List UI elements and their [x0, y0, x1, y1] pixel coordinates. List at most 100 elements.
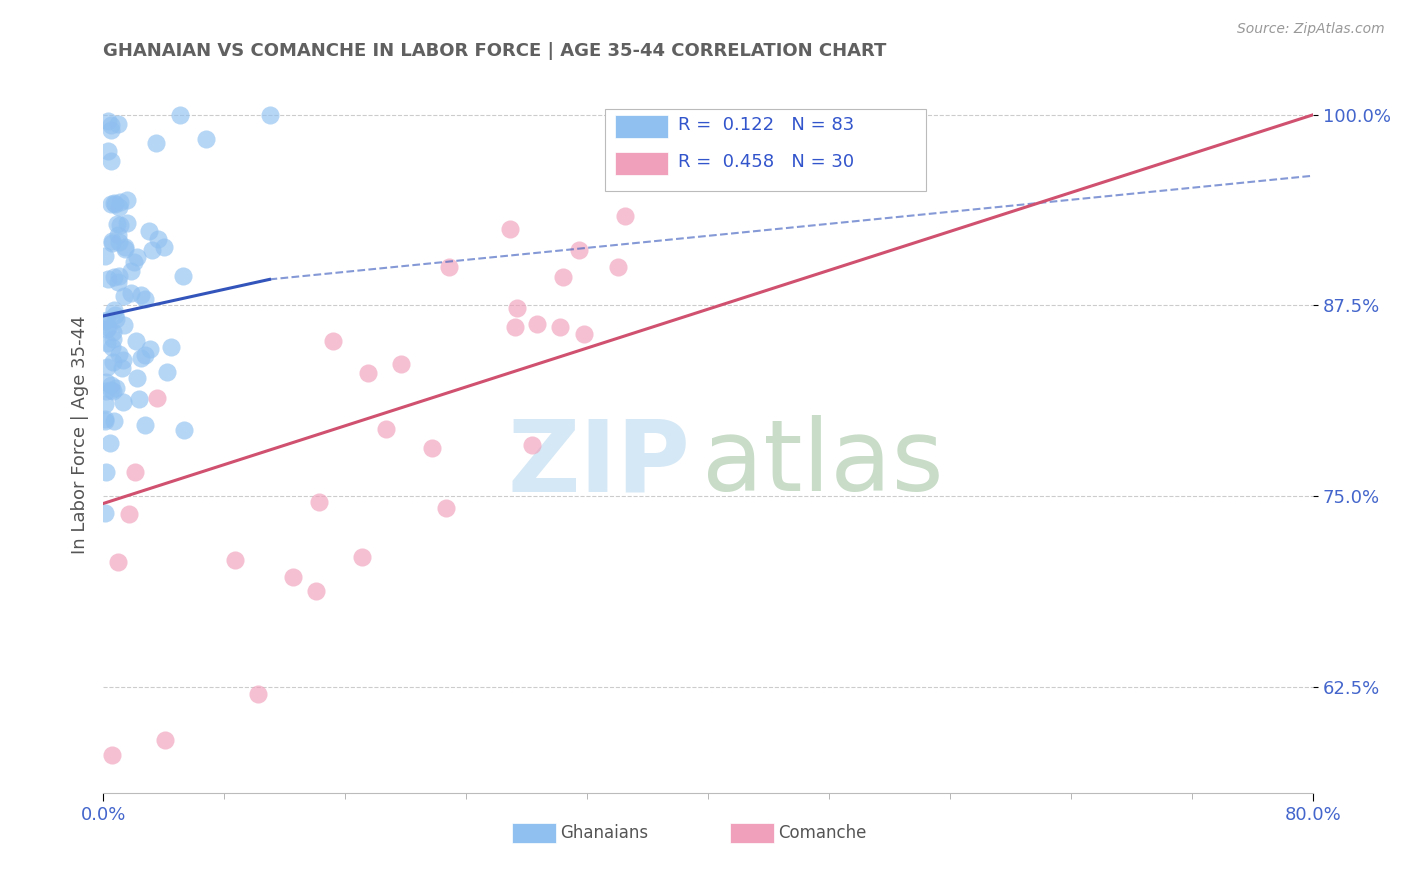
- Point: [160, 340, 183, 354]
- FancyBboxPatch shape: [730, 823, 773, 844]
- Point: [550, 320, 572, 334]
- Point: [138, 224, 160, 238]
- Point: [173, 423, 195, 437]
- Point: [526, 318, 548, 332]
- Point: [139, 342, 162, 356]
- Point: [100, 123, 122, 137]
- Point: [134, 418, 156, 433]
- Point: [129, 351, 152, 365]
- Point: [420, 441, 443, 455]
- Point: [107, 228, 129, 243]
- Point: [153, 732, 176, 747]
- Point: [93, 249, 115, 263]
- Point: [104, 311, 127, 326]
- Point: [93, 413, 115, 427]
- Point: [125, 371, 148, 385]
- FancyBboxPatch shape: [614, 114, 668, 137]
- Point: [350, 550, 373, 565]
- Point: [93, 396, 115, 410]
- Point: [120, 285, 142, 300]
- Point: [98, 436, 121, 450]
- Point: [97, 320, 120, 334]
- Point: [169, 108, 191, 122]
- Point: [120, 263, 142, 277]
- Point: [153, 239, 176, 253]
- Point: [503, 320, 526, 334]
- Point: [389, 357, 412, 371]
- Point: [105, 217, 128, 231]
- Point: [322, 334, 344, 348]
- Point: [101, 340, 124, 354]
- Text: ZIP: ZIP: [508, 415, 690, 512]
- Point: [128, 392, 150, 406]
- Point: [124, 255, 146, 269]
- Point: [437, 260, 460, 275]
- Text: Ghanaians: Ghanaians: [561, 824, 648, 842]
- Text: R =  0.458   N = 30: R = 0.458 N = 30: [678, 153, 853, 171]
- Point: [606, 260, 628, 274]
- Point: [97, 144, 120, 158]
- Point: [117, 216, 139, 230]
- Point: [434, 501, 457, 516]
- Text: atlas: atlas: [702, 415, 943, 512]
- Point: [127, 250, 149, 264]
- Point: [94, 411, 117, 425]
- Point: [93, 506, 115, 520]
- Point: [124, 465, 146, 479]
- Point: [101, 326, 124, 340]
- FancyBboxPatch shape: [614, 152, 668, 175]
- Point: [107, 275, 129, 289]
- Point: [108, 200, 131, 214]
- Point: [100, 154, 122, 169]
- Point: [103, 414, 125, 428]
- FancyBboxPatch shape: [606, 109, 927, 191]
- Point: [520, 438, 543, 452]
- Point: [141, 243, 163, 257]
- Point: [103, 196, 125, 211]
- Point: [104, 197, 127, 211]
- Point: [103, 270, 125, 285]
- Text: GHANAIAN VS COMANCHE IN LABOR FORCE | AGE 35-44 CORRELATION CHART: GHANAIAN VS COMANCHE IN LABOR FORCE | AG…: [103, 42, 887, 60]
- Point: [96, 359, 118, 374]
- Point: [145, 392, 167, 406]
- Point: [100, 377, 122, 392]
- Point: [96, 313, 118, 327]
- Point: [101, 236, 124, 251]
- Y-axis label: In Labor Force | Age 35-44: In Labor Force | Age 35-44: [72, 316, 89, 554]
- Point: [118, 507, 141, 521]
- Point: [145, 136, 167, 150]
- Point: [104, 308, 127, 322]
- Text: R =  0.122   N = 83: R = 0.122 N = 83: [678, 116, 855, 134]
- Point: [156, 365, 179, 379]
- Point: [96, 375, 118, 389]
- Point: [505, 301, 527, 316]
- Point: [172, 268, 194, 283]
- Point: [107, 347, 129, 361]
- Point: [97, 272, 120, 286]
- Point: [112, 318, 135, 332]
- Point: [108, 195, 131, 210]
- Point: [114, 239, 136, 253]
- Point: [100, 119, 122, 133]
- Point: [305, 583, 328, 598]
- Point: [614, 209, 637, 223]
- Point: [101, 748, 124, 763]
- Point: [112, 289, 135, 303]
- Point: [259, 108, 281, 122]
- Point: [574, 327, 596, 342]
- Point: [357, 367, 380, 381]
- Point: [114, 242, 136, 256]
- Text: Comanche: Comanche: [779, 824, 866, 842]
- Point: [96, 336, 118, 351]
- Point: [111, 361, 134, 376]
- Point: [107, 117, 129, 131]
- Point: [108, 219, 131, 233]
- Point: [97, 113, 120, 128]
- Point: [101, 332, 124, 346]
- Point: [375, 422, 398, 436]
- Point: [108, 269, 131, 284]
- Point: [551, 270, 574, 285]
- Point: [134, 348, 156, 362]
- Point: [100, 197, 122, 211]
- Point: [96, 465, 118, 479]
